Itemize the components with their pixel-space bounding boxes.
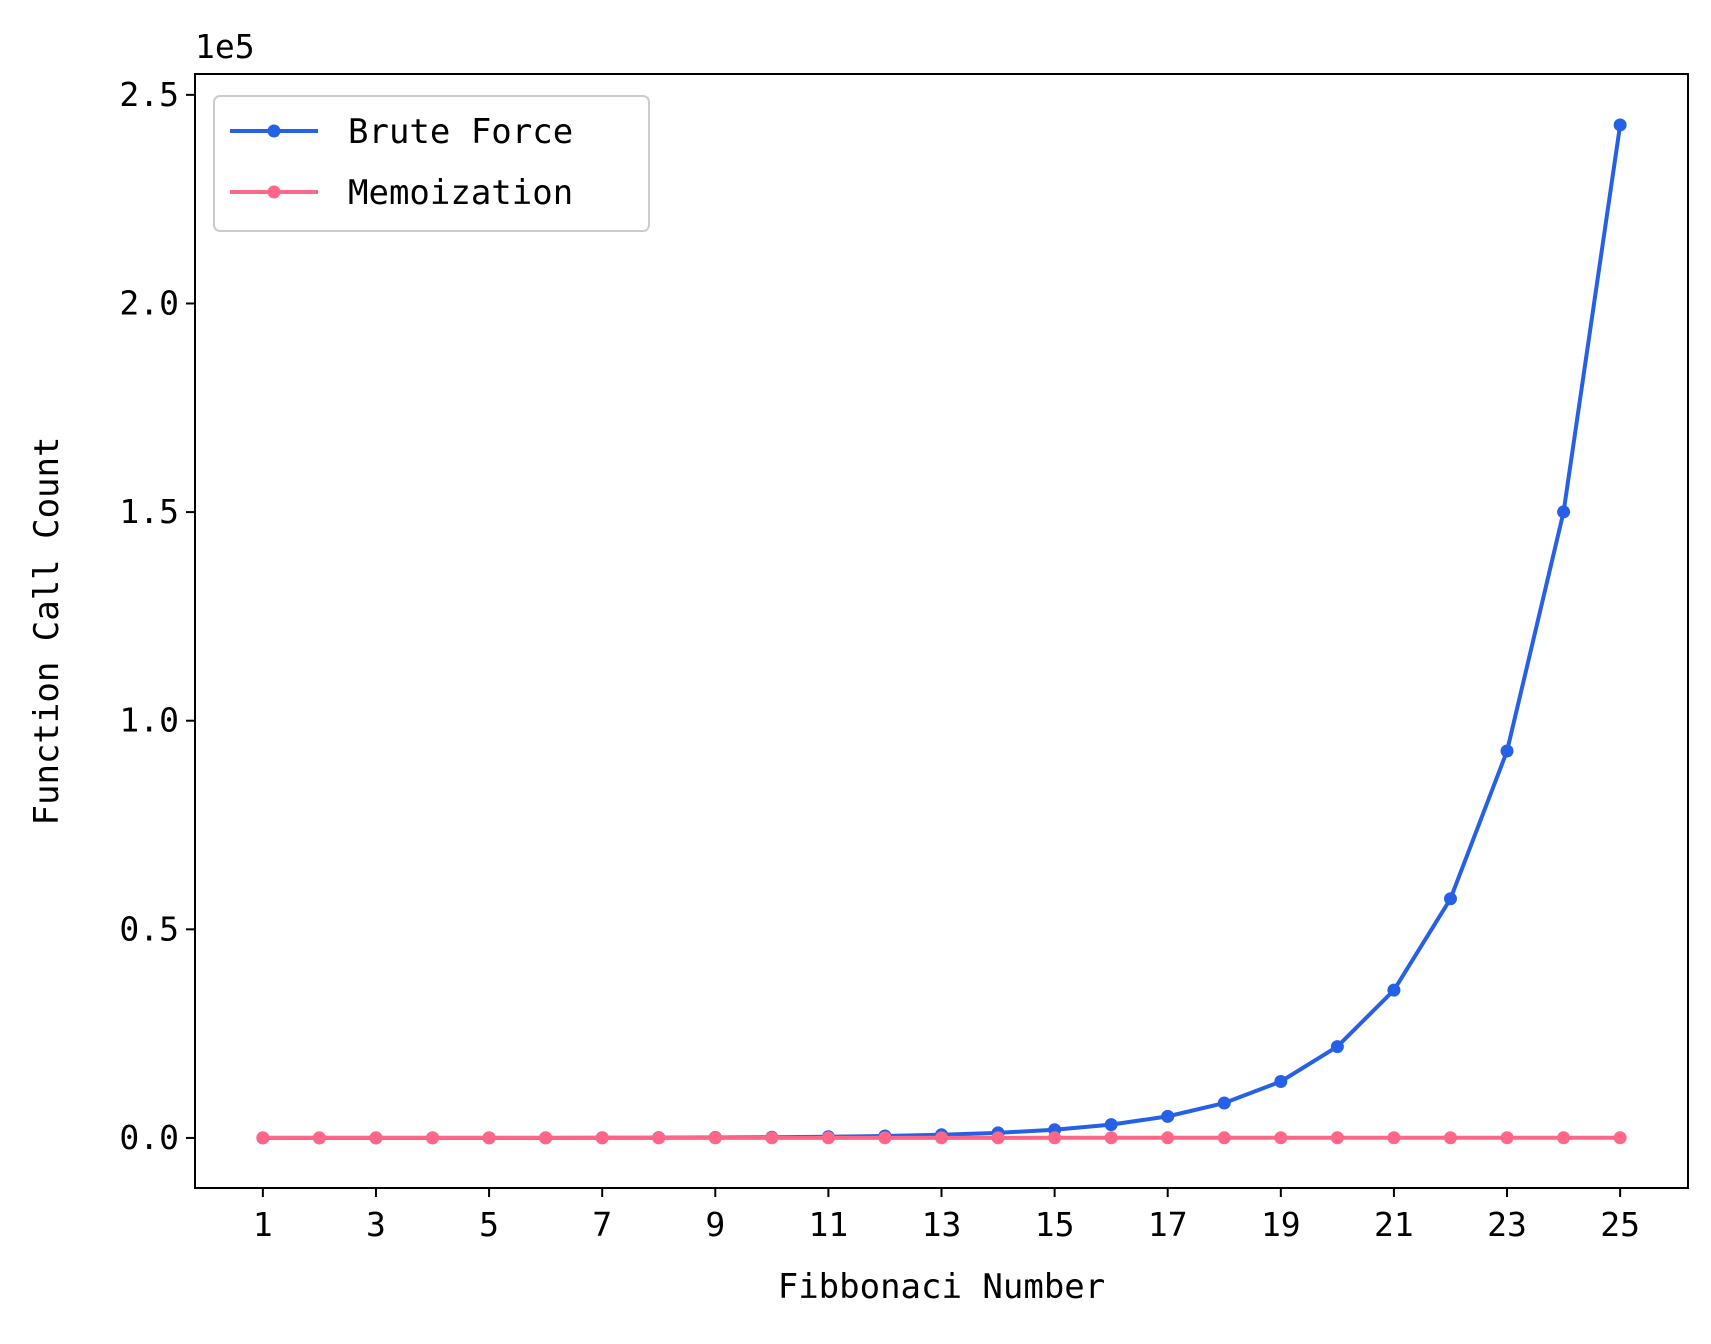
data-point: [1444, 892, 1457, 905]
data-point: [1161, 1131, 1174, 1144]
data-point: [1331, 1040, 1344, 1053]
data-point: [256, 1131, 269, 1144]
data-point: [1161, 1110, 1174, 1123]
x-tick-label: 5: [479, 1205, 499, 1244]
x-tick-label: 13: [922, 1205, 962, 1244]
y-tick-label: 0.5: [119, 909, 179, 948]
y-tick-label: 2.0: [119, 283, 179, 322]
data-point: [1557, 505, 1570, 518]
data-point: [1501, 745, 1514, 758]
x-tick-label: 25: [1600, 1205, 1640, 1244]
data-point: [539, 1131, 552, 1144]
legend-marker: [268, 125, 281, 138]
x-tick-label: 1: [253, 1205, 273, 1244]
y-tick-label: 0.0: [119, 1118, 179, 1157]
data-point: [709, 1131, 722, 1144]
legend-label: Memoization: [348, 173, 573, 213]
x-axis-label: Fibbonaci Number: [778, 1267, 1106, 1307]
data-point: [483, 1131, 496, 1144]
data-point: [1614, 1131, 1627, 1144]
legend: Brute Force Memoization: [214, 96, 649, 231]
y-tick-label: 1.0: [119, 701, 179, 740]
data-point: [1048, 1131, 1061, 1144]
data-point: [765, 1131, 778, 1144]
data-point: [1614, 118, 1627, 131]
data-point: [652, 1131, 665, 1144]
data-point: [596, 1131, 609, 1144]
data-point: [935, 1131, 948, 1144]
data-point: [1331, 1131, 1344, 1144]
data-point: [1105, 1118, 1118, 1131]
data-point: [313, 1131, 326, 1144]
x-tick-label: 9: [705, 1205, 725, 1244]
x-tick-label: 15: [1035, 1205, 1075, 1244]
data-point: [426, 1131, 439, 1144]
data-point: [1387, 1131, 1400, 1144]
data-point: [369, 1131, 382, 1144]
x-tick-label: 3: [366, 1205, 386, 1244]
data-point: [1501, 1131, 1514, 1144]
data-point: [1274, 1075, 1287, 1088]
legend-label: Brute Force: [348, 112, 573, 152]
x-tick-label: 19: [1261, 1205, 1301, 1244]
x-tick-label: 7: [592, 1205, 612, 1244]
data-point: [1218, 1097, 1231, 1110]
data-point: [878, 1131, 891, 1144]
x-tick-label: 21: [1374, 1205, 1414, 1244]
data-point: [1105, 1131, 1118, 1144]
y-axis-offset-label: 1e5: [195, 27, 255, 66]
data-point: [822, 1131, 835, 1144]
y-axis-label: Function Call Count: [27, 437, 67, 826]
x-tick-label: 11: [809, 1205, 849, 1244]
y-tick-label: 1.5: [119, 492, 179, 531]
data-point: [992, 1131, 1005, 1144]
x-tick-label: 23: [1487, 1205, 1527, 1244]
data-point: [1274, 1131, 1287, 1144]
data-point: [1218, 1131, 1231, 1144]
x-tick-label: 17: [1148, 1205, 1188, 1244]
data-point: [1387, 984, 1400, 997]
data-point: [1444, 1131, 1457, 1144]
legend-marker: [268, 186, 281, 199]
data-point: [1557, 1131, 1570, 1144]
y-tick-label: 2.5: [119, 75, 179, 114]
